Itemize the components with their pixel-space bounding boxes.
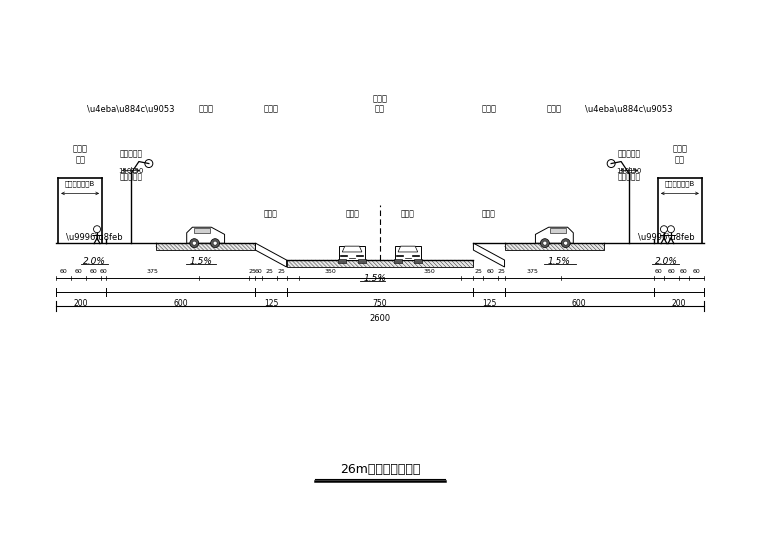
Polygon shape — [187, 227, 224, 243]
Text: 150: 150 — [119, 167, 131, 174]
Text: \u9996\u8feb: \u9996\u8feb — [638, 232, 695, 241]
Bar — [394, 259, 401, 263]
Text: 60: 60 — [680, 269, 688, 274]
Text: 375: 375 — [527, 269, 539, 274]
Bar — [156, 243, 255, 250]
Bar — [359, 259, 366, 263]
Text: \u4eba\u884c\u9053: \u4eba\u884c\u9053 — [585, 105, 673, 114]
Circle shape — [93, 226, 100, 233]
Bar — [414, 259, 423, 263]
Polygon shape — [549, 228, 565, 233]
Text: 筑物: 筑物 — [675, 155, 685, 165]
Text: 现状侧分带: 现状侧分带 — [119, 150, 142, 159]
Bar — [287, 260, 473, 267]
Text: 筑物: 筑物 — [75, 155, 85, 165]
Bar — [395, 246, 421, 260]
Text: 25: 25 — [474, 269, 483, 274]
Text: 保留人行道宽B: 保留人行道宽B — [65, 181, 95, 187]
Circle shape — [660, 226, 667, 233]
Circle shape — [667, 226, 674, 233]
Text: 现状人行道: 现状人行道 — [119, 173, 142, 181]
Polygon shape — [398, 246, 418, 252]
Text: 200: 200 — [74, 299, 88, 308]
Text: 150: 150 — [629, 167, 641, 174]
Text: 60: 60 — [90, 269, 97, 274]
Circle shape — [607, 160, 615, 167]
Text: 60: 60 — [667, 269, 676, 274]
Text: 道路中: 道路中 — [372, 95, 388, 104]
Text: \u4eba\u884c\u9053: \u4eba\u884c\u9053 — [87, 105, 175, 114]
Text: \u9996\u8feb: \u9996\u8feb — [65, 232, 122, 241]
Text: 车行道: 车行道 — [401, 209, 415, 218]
Text: 2600: 2600 — [369, 314, 391, 323]
Circle shape — [540, 239, 549, 247]
Text: 心线: 心线 — [375, 105, 385, 114]
Text: 车行道: 车行道 — [547, 105, 562, 114]
Text: 60: 60 — [692, 269, 700, 274]
Circle shape — [561, 239, 570, 247]
Text: 600: 600 — [572, 299, 587, 308]
Text: 1.5%: 1.5% — [363, 274, 386, 283]
Circle shape — [192, 241, 196, 245]
Polygon shape — [255, 243, 287, 267]
Polygon shape — [195, 228, 211, 233]
Text: 现状建: 现状建 — [673, 145, 687, 153]
Text: 设备带: 设备带 — [482, 105, 496, 114]
Text: 60: 60 — [255, 269, 262, 274]
Circle shape — [145, 160, 153, 167]
Text: 25: 25 — [277, 269, 286, 274]
Text: 350: 350 — [325, 269, 336, 274]
Text: 设备带: 设备带 — [264, 105, 278, 114]
Text: 现状人行道: 现状人行道 — [618, 173, 641, 181]
Text: 60: 60 — [100, 269, 107, 274]
Circle shape — [564, 241, 568, 245]
Bar — [505, 243, 604, 250]
Text: 350: 350 — [424, 269, 435, 274]
Text: 150: 150 — [130, 167, 144, 174]
Text: 375: 375 — [147, 269, 159, 274]
Bar — [337, 259, 346, 263]
Text: 1.5%: 1.5% — [548, 257, 571, 266]
Text: 现状侧分带: 现状侧分带 — [618, 150, 641, 159]
Polygon shape — [473, 243, 505, 267]
Text: 25: 25 — [265, 269, 273, 274]
Text: 安全带: 安全带 — [264, 209, 278, 218]
Circle shape — [211, 239, 220, 247]
Polygon shape — [536, 227, 573, 243]
Text: 600: 600 — [173, 299, 188, 308]
Text: 26m道路标准横断面: 26m道路标准横断面 — [340, 463, 420, 477]
Text: 25: 25 — [498, 269, 505, 274]
Text: 60: 60 — [74, 269, 83, 274]
Text: 60: 60 — [487, 269, 495, 274]
Text: 200: 200 — [672, 299, 686, 308]
Text: 125: 125 — [264, 299, 278, 308]
Text: 安全带: 安全带 — [482, 209, 496, 218]
Text: 现状建: 现状建 — [73, 145, 87, 153]
Text: 保留人行道宽B: 保留人行道宽B — [665, 181, 695, 187]
Circle shape — [543, 241, 547, 245]
Text: 750: 750 — [372, 299, 388, 308]
Text: 车行道: 车行道 — [198, 105, 213, 114]
Text: 2.0%: 2.0% — [83, 257, 106, 266]
Circle shape — [190, 239, 199, 247]
Text: 125: 125 — [482, 299, 496, 308]
Text: 60: 60 — [655, 269, 663, 274]
Text: 60: 60 — [60, 269, 68, 274]
Bar — [339, 246, 365, 260]
Text: 车行道: 车行道 — [345, 209, 359, 218]
Polygon shape — [342, 246, 362, 252]
Text: 25: 25 — [249, 269, 256, 274]
Text: 150: 150 — [616, 167, 630, 174]
Text: 2.0%: 2.0% — [654, 257, 677, 266]
Text: 1.5%: 1.5% — [189, 257, 212, 266]
Circle shape — [213, 241, 217, 245]
